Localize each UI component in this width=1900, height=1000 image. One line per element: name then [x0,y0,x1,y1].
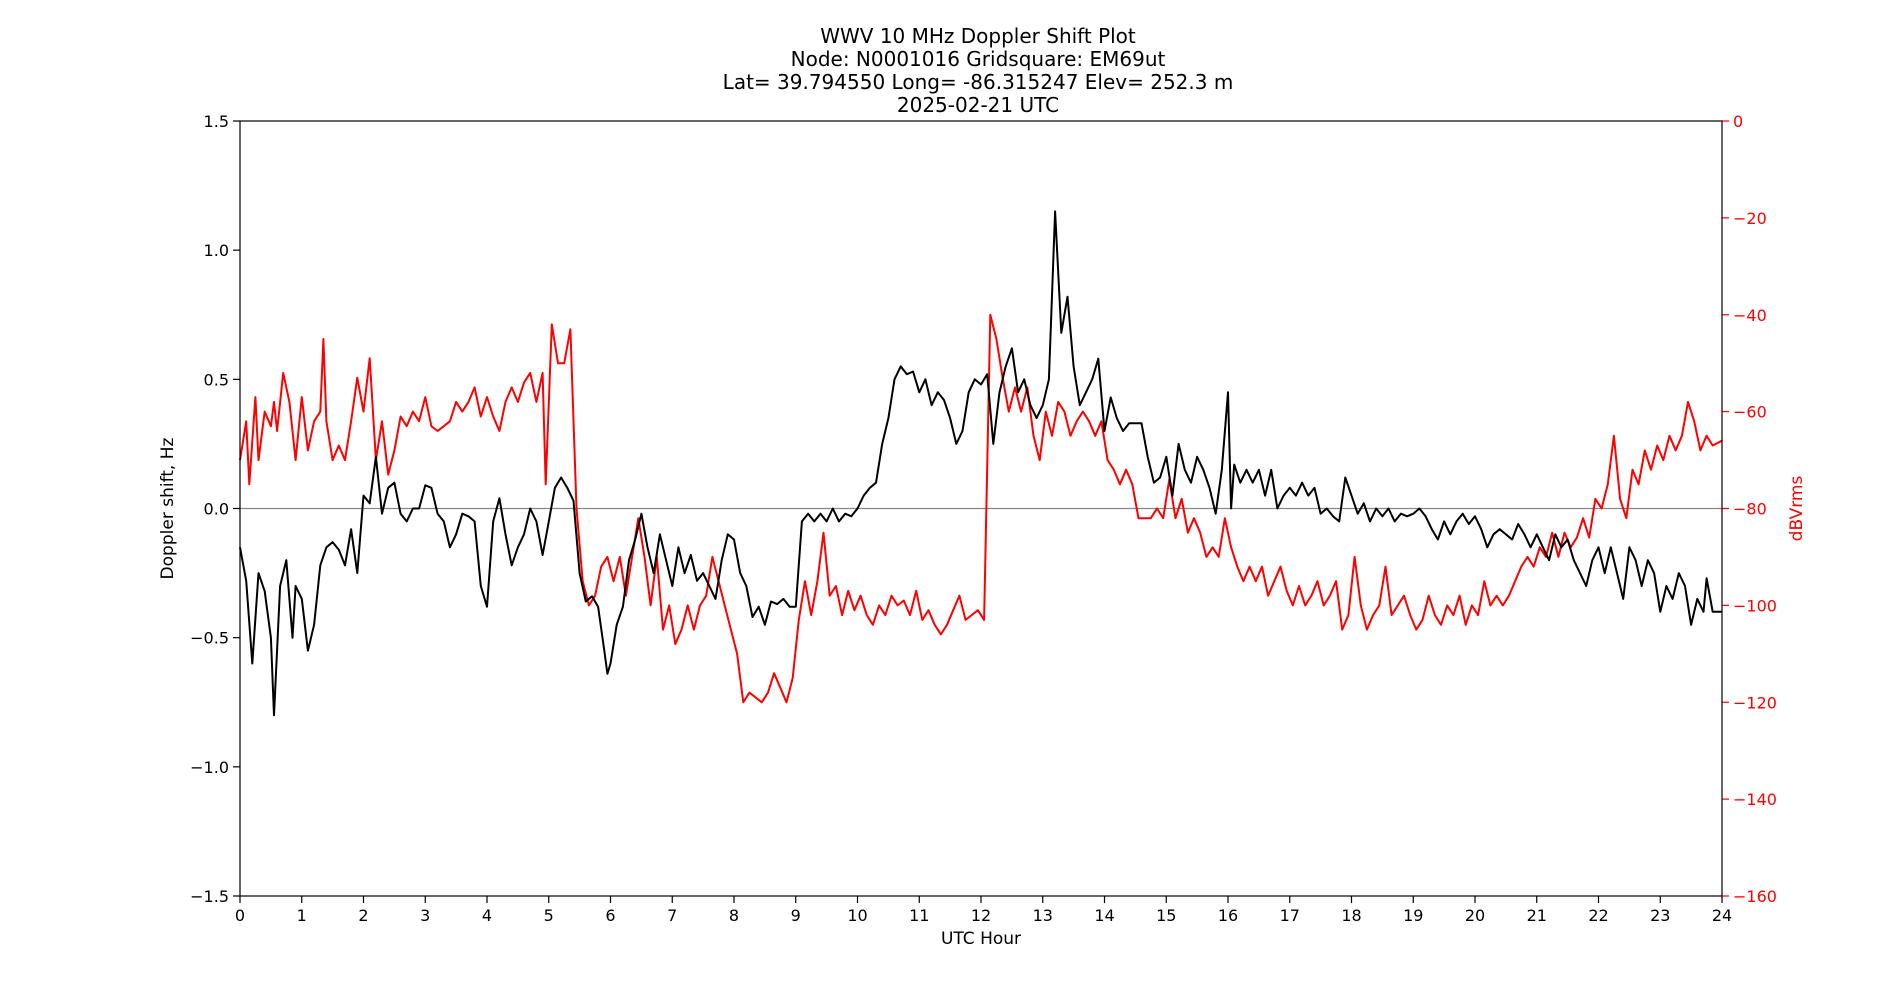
x-tick-label: 15 [1156,906,1176,925]
right-y-axis-ticks: 0 −20 −40 −60 −80 −100 −120 −140 −160 [1722,112,1777,906]
x-tick-label: 4 [482,906,492,925]
left-y-axis-label: Doppler shift, Hz [158,437,178,579]
x-tick-label: 17 [1280,906,1300,925]
x-tick-label: 20 [1465,906,1485,925]
title-line-2: Node: N0001016 Gridsquare: EM69ut [791,47,1166,71]
x-tick-label: 21 [1527,906,1547,925]
x-tick-label: 23 [1650,906,1670,925]
title-line-4: 2025-02-21 UTC [897,93,1059,117]
x-tick-label: 18 [1341,906,1361,925]
x-tick-label: 10 [847,906,867,925]
x-tick-label: 13 [1033,906,1053,925]
doppler-series-line [239,210,1722,717]
x-tick-label: 0 [235,906,245,925]
left-y-axis-ticks: 1.5 1.0 0.5 0.0 −0.5 −1.0 −1.5 [190,112,240,906]
left-y-tick-label: 0.0 [204,500,229,519]
x-tick-label: 16 [1218,906,1238,925]
x-tick-label: 22 [1588,906,1608,925]
left-y-tick-label: −1.5 [190,887,229,906]
x-tick-label: 8 [729,906,739,925]
right-y-axis-label: dBVrms [1787,476,1807,542]
left-y-tick-label: 1.5 [204,112,229,131]
right-y-tick-label: −20 [1733,209,1767,228]
x-tick-label: 2 [358,906,368,925]
x-tick-label: 14 [1094,906,1114,925]
x-tick-label: 1 [297,906,307,925]
title-line-1: WWV 10 MHz Doppler Shift Plot [820,24,1136,48]
power-series-line [239,313,1723,704]
right-y-tick-label: 0 [1733,112,1743,131]
right-y-tick-label: −120 [1733,693,1777,712]
x-tick-label: 9 [791,906,801,925]
left-y-tick-label: 0.5 [204,370,229,389]
x-axis-label: UTC Hour [941,929,1021,949]
right-y-tick-label: −40 [1733,306,1767,325]
right-y-tick-label: −160 [1733,887,1777,906]
left-y-tick-label: 1.0 [204,241,229,260]
right-y-tick-label: −100 [1733,596,1777,615]
left-y-tick-label: −1.0 [190,758,229,777]
x-axis-ticks: 0 1 2 3 4 5 6 7 8 9 10 11 12 13 14 15 16 17 18 19 20 21 22 23 24 [235,896,1732,925]
left-y-tick-label: −0.5 [190,629,229,648]
x-tick-label: 6 [605,906,615,925]
x-tick-label: 19 [1403,906,1423,925]
x-tick-label: 11 [909,906,929,925]
x-tick-label: 3 [420,906,430,925]
x-tick-label: 7 [667,906,677,925]
x-tick-label: 5 [544,906,554,925]
title-line-3: Lat= 39.794550 Long= -86.315247 Elev= 25… [723,70,1234,94]
x-tick-label: 24 [1712,906,1732,925]
right-y-tick-label: −140 [1733,790,1777,809]
right-y-tick-label: −80 [1733,500,1767,519]
right-y-tick-label: −60 [1733,403,1767,422]
chart-title: WWV 10 MHz Doppler Shift Plot Node: N000… [723,24,1234,117]
plot-frame [239,120,1723,897]
x-tick-label: 12 [971,906,991,925]
